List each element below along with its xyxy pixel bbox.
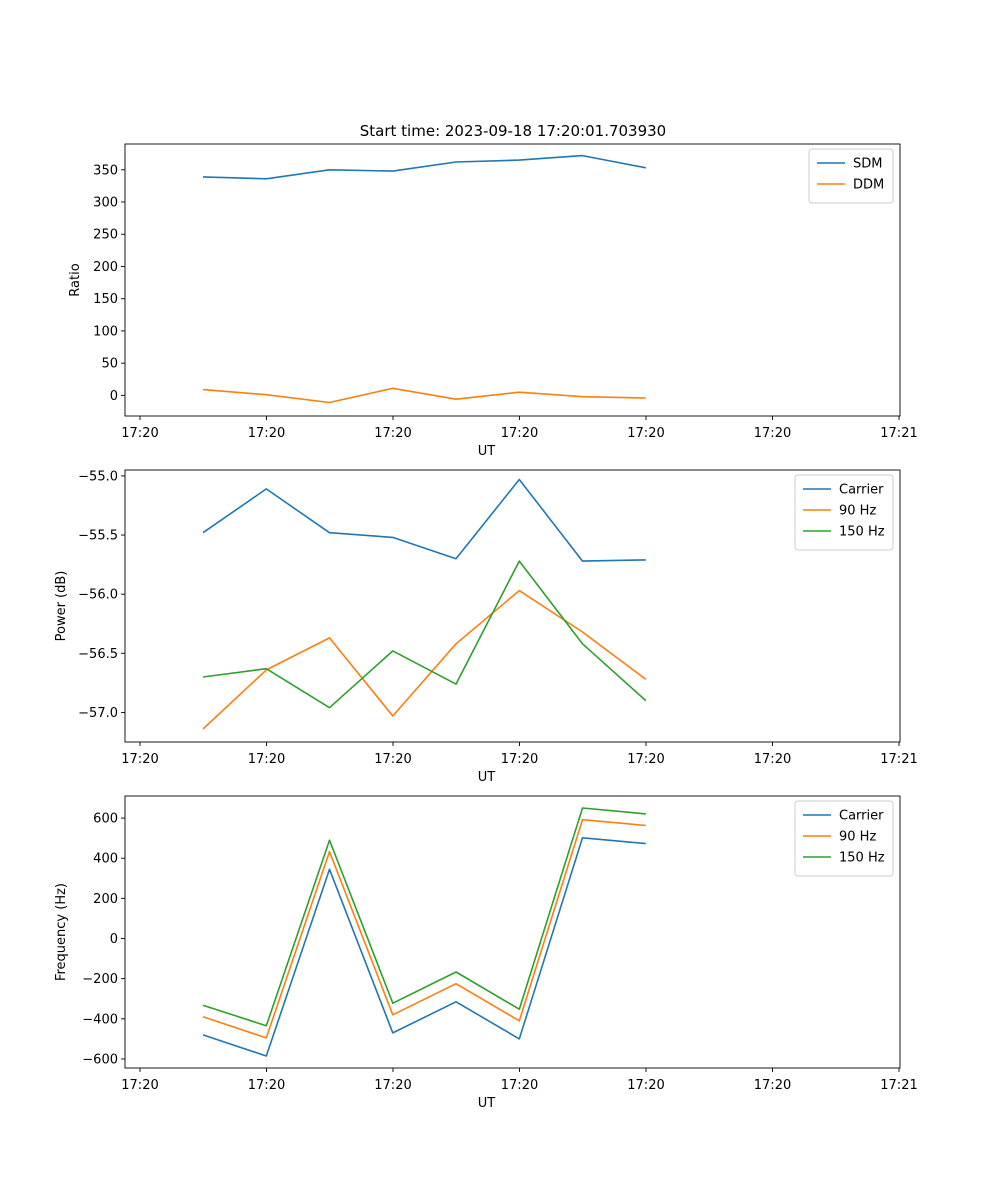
legend-label: 150 Hz xyxy=(839,525,885,540)
y-tick-label: −56.0 xyxy=(78,588,118,603)
x-tick-label: 17:20 xyxy=(248,426,285,441)
y-tick-label: 0 xyxy=(110,932,118,947)
x-tick-label: 17:21 xyxy=(880,1078,917,1093)
x-tick-label: 17:20 xyxy=(248,1078,285,1093)
legend-label: 150 Hz xyxy=(839,851,885,866)
x-tick-label: 17:20 xyxy=(374,426,411,441)
y-tick-label: 100 xyxy=(93,324,118,339)
series-line-90-hz xyxy=(202,818,646,1039)
legend-label: SDM xyxy=(853,157,882,172)
panel-1: 0 50 100 150 200 250 300 350 17:20 17:20 17:20 17:2… xyxy=(68,143,918,459)
x-tick-label: 17:20 xyxy=(501,752,538,767)
y-axis-label: Frequency (Hz) xyxy=(54,883,69,981)
y-tick-label: −56.5 xyxy=(78,647,118,662)
legend-label: Carrier xyxy=(839,809,884,824)
axes-frame xyxy=(124,469,901,743)
legend-label: Carrier xyxy=(839,483,884,498)
x-axis-label: UT xyxy=(478,770,496,785)
panel-2: −57.0 −56.5 −56.0 −55.5 −55.0 17:20 17:20 17:20… xyxy=(54,469,918,785)
x-tick-label: 17:21 xyxy=(880,752,917,767)
y-tick-label: 150 xyxy=(93,292,118,307)
x-tick-label: 17:20 xyxy=(121,1078,158,1093)
legend-label: DDM xyxy=(853,178,884,193)
y-tick-label: −200 xyxy=(82,972,118,987)
panels: 0 50 100 150 200 250 300 350 17:20 17:20 17:20 17:2… xyxy=(54,143,918,1111)
series-line-sdm xyxy=(202,154,646,180)
series-line-90-hz xyxy=(202,589,647,730)
y-tick-label: −400 xyxy=(82,1012,118,1027)
axes-frame xyxy=(124,143,901,417)
x-tick-label: 17:20 xyxy=(121,752,158,767)
y-tick-label: 200 xyxy=(93,260,118,275)
legend: Carrier 90 Hz 150 Hz xyxy=(794,800,894,877)
x-tick-label: 17:20 xyxy=(754,1078,791,1093)
y-tick-label: 300 xyxy=(93,196,118,211)
series-line-carrier xyxy=(202,836,646,1057)
y-tick-label: 0 xyxy=(110,389,118,404)
y-tick-label: 200 xyxy=(93,892,118,907)
x-axis-label: UT xyxy=(478,1096,496,1111)
y-tick-label: 400 xyxy=(93,852,118,867)
series-line-ddm xyxy=(202,387,646,404)
x-tick-label: 17:20 xyxy=(627,426,664,441)
y-tick-label: −57.0 xyxy=(78,706,118,721)
y-tick-label: −55.5 xyxy=(78,529,118,544)
legend-label: 90 Hz xyxy=(839,830,876,845)
y-axis-label: Power (dB) xyxy=(54,571,69,642)
x-tick-label: 17:20 xyxy=(754,426,791,441)
x-tick-label: 17:20 xyxy=(374,1078,411,1093)
x-tick-label: 17:20 xyxy=(248,752,285,767)
x-tick-label: 17:20 xyxy=(754,752,791,767)
legend-label: 90 Hz xyxy=(839,504,876,519)
y-tick-label: 250 xyxy=(93,228,118,243)
x-tick-label: 17:20 xyxy=(121,426,158,441)
y-tick-label: 350 xyxy=(93,163,118,178)
x-tick-label: 17:20 xyxy=(627,752,664,767)
y-axis-label: Ratio xyxy=(68,263,83,296)
y-tick-label: −600 xyxy=(82,1052,118,1067)
series-line-150-hz xyxy=(202,560,647,709)
x-tick-label: 17:21 xyxy=(880,426,917,441)
y-tick-label: −55.0 xyxy=(78,469,118,484)
x-tick-label: 17:20 xyxy=(501,426,538,441)
x-axis-label: UT xyxy=(478,444,496,459)
x-tick-label: 17:20 xyxy=(627,1078,664,1093)
series-line-carrier xyxy=(202,478,646,562)
axes-frame xyxy=(124,795,901,1069)
x-tick-label: 17:20 xyxy=(501,1078,538,1093)
panel-3: −600 −400 −200 0 200 400 600 17:20 17:20 17:20 17:… xyxy=(54,795,918,1111)
y-tick-label: 600 xyxy=(93,812,118,827)
y-tick-label: 50 xyxy=(101,357,118,372)
legend: SDM DDM xyxy=(808,148,894,204)
figure-title: Start time: 2023-09-18 17:20:01.703930 xyxy=(360,122,666,140)
legend: Carrier 90 Hz 150 Hz xyxy=(794,474,894,551)
x-tick-label: 17:20 xyxy=(374,752,411,767)
series-line-150-hz xyxy=(202,807,646,1027)
